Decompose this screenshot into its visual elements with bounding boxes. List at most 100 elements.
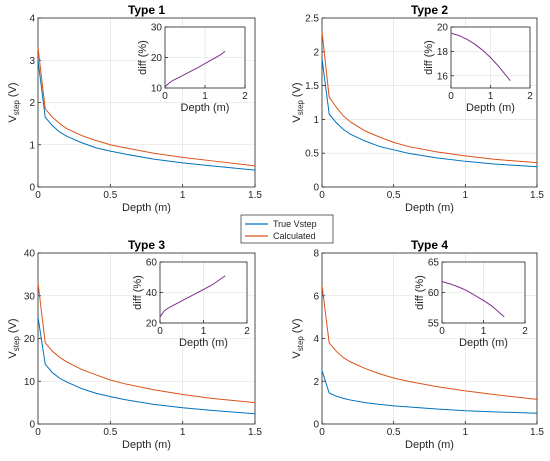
inset-diff-line	[441, 281, 505, 318]
x-tick-label: 1	[463, 427, 469, 438]
chart-title: Type 3	[128, 238, 165, 252]
y-tick-label: 0	[313, 183, 319, 194]
x-tick-label: 1.5	[530, 190, 544, 201]
inset-y-tick-label: 20	[151, 53, 163, 64]
x-tick-label: 0	[319, 190, 325, 201]
x-tick-label: 0.5	[103, 190, 117, 201]
inset-diff-line	[159, 275, 226, 318]
inset-x-tick-label: 1	[202, 91, 208, 102]
series-line-true-vstep	[37, 317, 256, 415]
inset-x-tick-label: 1	[481, 326, 487, 337]
inset-x-tick-label: 1	[488, 91, 494, 102]
chart-title: Type 2	[411, 3, 448, 17]
inset-y-tick-label: 16	[437, 71, 449, 82]
x-axis-label: Depth (m)	[122, 202, 171, 214]
legend-box	[240, 214, 334, 244]
x-axis-label: Depth (m)	[122, 439, 171, 451]
inset-y-tick-label: 55	[428, 319, 440, 330]
inset-x-tick-label: 2	[522, 326, 528, 337]
y-axis-label: Vstep (V)	[291, 82, 305, 122]
inset-x-tick-label: 0	[448, 91, 454, 102]
inset-chart-2: 0 1 2 16 18 20 Depth (m) diff (%)	[423, 23, 533, 115]
y-tick-label: 0	[29, 420, 35, 431]
y-tick-label: 0	[29, 183, 35, 194]
x-tick-label: 1	[463, 190, 469, 201]
y-tick-label: 0	[313, 420, 319, 431]
x-tick-label: 0.5	[103, 427, 117, 438]
y-tick-label: 4	[29, 14, 35, 25]
series-line-true-vstep	[37, 60, 256, 171]
y-tick-label: 3	[29, 56, 35, 67]
y-tick-label: 1	[313, 115, 319, 126]
inset-x-tick-label: 2	[242, 91, 248, 102]
inset-y-tick-label: 40	[146, 288, 158, 299]
legend-label: Calculated	[273, 231, 316, 241]
inset-y-tick-label: 18	[437, 47, 449, 58]
legend: True Vstep Calculated	[240, 214, 334, 244]
inset-x-axis-label: Depth (m)	[181, 102, 230, 114]
inset-y-tick-label: 20	[146, 319, 158, 330]
x-tick-label: 0	[319, 427, 325, 438]
chart-title: Type 1	[128, 3, 165, 17]
inset-y-axis-label: diff (%)	[132, 275, 144, 310]
inset-x-axis-label: Depth (m)	[466, 102, 515, 114]
y-tick-label: 20	[24, 334, 36, 345]
series-line-true-vstep	[321, 370, 538, 414]
y-tick-label: 4	[313, 334, 319, 345]
chart-panel-4: 0 0.5 1 1.5 0 2 4 6 8 Type 4 Depth (m) Vstep (V) 0 1 2…	[291, 238, 544, 451]
inset-chart-1: 0 1 2 10 20 30 Depth (m) diff (%)	[137, 23, 248, 115]
chart-title: Type 4	[411, 238, 448, 252]
axes-frame	[321, 17, 538, 188]
y-tick-label: 1.5	[305, 81, 319, 92]
inset-chart-3: 0 1 2 20 40 60 Depth (m) diff (%)	[132, 258, 250, 350]
inset-x-axis-label: Depth (m)	[179, 337, 228, 349]
series-line-calculated	[37, 282, 256, 404]
y-tick-label: 1	[29, 140, 35, 151]
y-tick-label: 2.5	[305, 14, 319, 25]
y-tick-label: 2	[29, 98, 35, 109]
y-tick-label: 2	[313, 47, 319, 58]
chart-panel-1: 0 0.5 1 1.5 0 1 2 3 4 Type 1 Depth (m) Vstep (V) 0 1 2…	[7, 3, 262, 214]
inset-diff-line	[450, 32, 511, 81]
inset-diff-line	[164, 51, 226, 87]
x-tick-label: 0.5	[387, 427, 401, 438]
inset-y-axis-label: diff (%)	[414, 275, 426, 310]
series-line-calculated	[321, 31, 538, 164]
y-tick-label: 40	[24, 249, 36, 260]
inset-x-axis-label: Depth (m)	[459, 337, 508, 349]
chart-panel-2: 0 0.5 1 1.5 0 0.5 1 1.5 2 2.5 Type 2 Depth (m) Vstep…	[291, 3, 544, 214]
series-line-calculated	[37, 47, 256, 167]
series-line-true-vstep	[321, 58, 538, 168]
x-tick-label: 1.5	[530, 427, 544, 438]
y-tick-label: 0.5	[305, 149, 319, 160]
x-tick-label: 1	[180, 190, 186, 201]
y-tick-label: 6	[313, 291, 319, 302]
x-tick-label: 1.5	[248, 190, 262, 201]
inset-y-axis-label: diff (%)	[423, 40, 435, 75]
inset-x-tick-label: 0	[162, 91, 168, 102]
chart-panel-3: 0 0.5 1 1.5 0 10 20 30 40 Type 3 Depth (m) Vstep (V…	[7, 238, 262, 451]
y-tick-label: 8	[313, 249, 319, 260]
inset-y-tick-label: 10	[151, 84, 163, 95]
y-tick-label: 2	[313, 377, 319, 388]
x-tick-label: 1	[180, 427, 186, 438]
inset-x-tick-label: 1	[201, 326, 207, 337]
inset-y-tick-label: 60	[146, 258, 158, 269]
x-tick-label: 0	[35, 190, 41, 201]
inset-chart-4: 0 1 2 55 60 65 Depth (m) diff (%)	[414, 258, 528, 350]
series-line-calculated	[321, 284, 538, 400]
inset-x-tick-label: 0	[439, 326, 445, 337]
x-tick-label: 0.5	[387, 190, 401, 201]
inset-x-tick-label: 0	[157, 326, 163, 337]
y-axis-label: Vstep (V)	[7, 82, 21, 122]
y-tick-label: 10	[24, 377, 36, 388]
inset-y-axis-label: diff (%)	[137, 40, 149, 75]
y-axis-label: Vstep (V)	[7, 318, 21, 358]
x-tick-label: 1.5	[248, 427, 262, 438]
inset-x-tick-label: 2	[244, 326, 250, 337]
inset-y-tick-label: 30	[151, 23, 163, 34]
y-tick-label: 30	[24, 291, 36, 302]
x-axis-label: Depth (m)	[405, 439, 454, 451]
inset-y-tick-label: 20	[437, 23, 449, 34]
